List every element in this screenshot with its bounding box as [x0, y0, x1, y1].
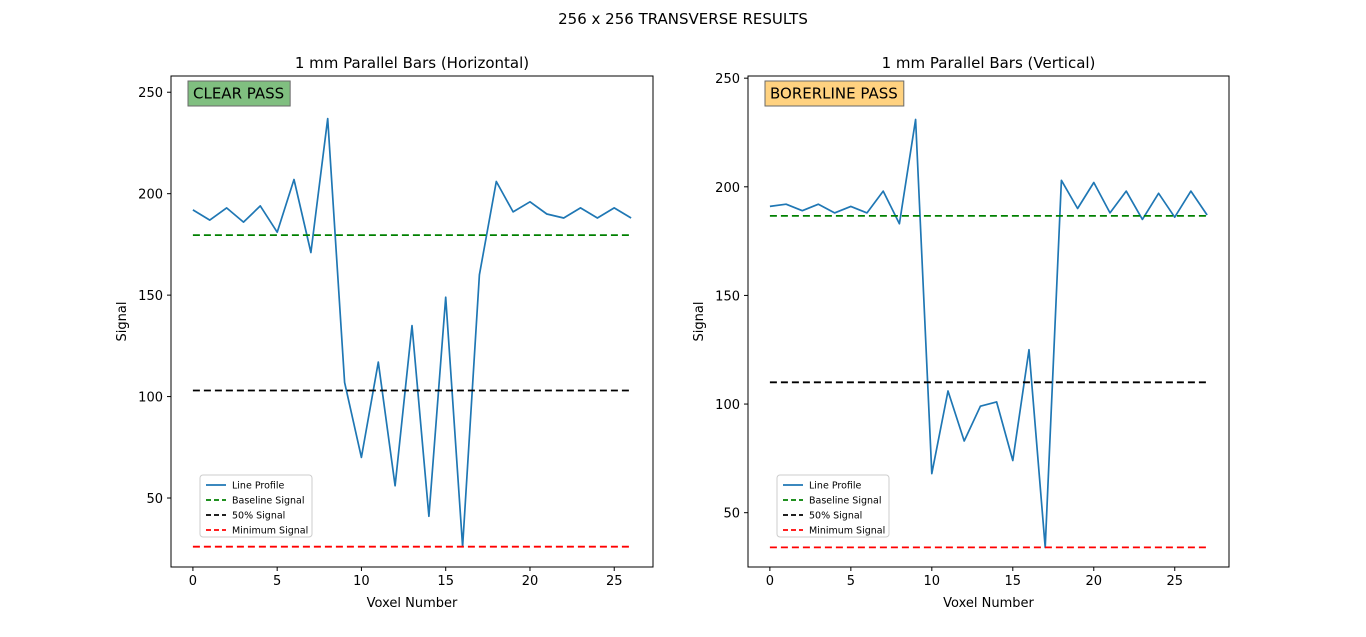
legend-label: Minimum Signal [809, 526, 885, 537]
legend [776, 474, 890, 538]
panel-vertical: 1 mm Parallel Bars (Vertical) 0 5 10 15 20 25 5… [692, 54, 1230, 611]
plot-frame [747, 75, 1230, 568]
y-tick-label: 250 [715, 72, 740, 87]
plot-frame [170, 75, 654, 568]
x-tick-label: 5 [273, 574, 281, 589]
legend-label: Line Profile [232, 481, 285, 492]
y-tick-label: 50 [146, 492, 163, 507]
y-axis-label: Signal [115, 302, 130, 342]
x-axis-label: Voxel Number [367, 596, 458, 611]
status-badge [764, 80, 905, 107]
chart-title: 1 mm Parallel Bars (Vertical) [882, 54, 1096, 72]
legend-label: 50% Signal [232, 511, 285, 522]
x-tick-label: 25 [1166, 574, 1183, 589]
y-tick-label: 100 [715, 398, 740, 413]
x-tick-label: 15 [1005, 574, 1022, 589]
x-tick-label: 25 [606, 574, 623, 589]
x-tick-label: 0 [189, 574, 197, 589]
series-line-profile [192, 117, 632, 548]
chart-title: 1 mm Parallel Bars (Horizontal) [295, 54, 529, 72]
series-line-profile [769, 118, 1208, 549]
x-tick-label: 0 [766, 574, 774, 589]
legend-label: Baseline Signal [809, 496, 881, 507]
y-tick-label: 200 [138, 188, 163, 203]
legend-label: 50% Signal [809, 511, 862, 522]
status-badge-text: CLEAR PASS [193, 85, 284, 103]
panel-horizontal: 1 mm Parallel Bars (Horizontal) 0 5 10 15 20 2… [115, 54, 654, 611]
y-tick-label: 50 [723, 507, 740, 522]
y-tick-label: 200 [715, 181, 740, 196]
legend-label: Baseline Signal [232, 496, 304, 507]
x-tick-label: 20 [522, 574, 539, 589]
x-axis-label: Voxel Number [943, 596, 1034, 611]
y-axis-label: Signal [692, 302, 707, 342]
legend [199, 474, 313, 538]
y-tick-label: 250 [138, 86, 163, 101]
x-tick-label: 10 [353, 574, 370, 589]
status-badge-text: BORERLINE PASS [770, 85, 898, 103]
y-tick-label: 100 [138, 391, 163, 406]
y-tick-label: 150 [138, 289, 163, 304]
x-tick-label: 20 [1085, 574, 1102, 589]
x-tick-label: 5 [847, 574, 855, 589]
legend-label: Minimum Signal [232, 526, 308, 537]
legend-label: Line Profile [809, 481, 862, 492]
y-tick-label: 150 [715, 289, 740, 304]
x-tick-label: 15 [437, 574, 454, 589]
figure-title: 256 x 256 TRANSVERSE RESULTS [558, 10, 808, 28]
status-badge [187, 80, 291, 107]
x-tick-label: 10 [924, 574, 941, 589]
